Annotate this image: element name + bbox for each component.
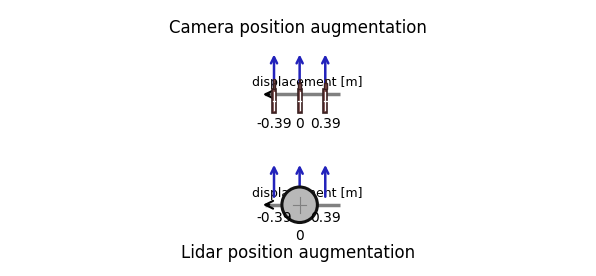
Text: -0.39: -0.39 bbox=[256, 211, 292, 225]
Text: Lidar position augmentation: Lidar position augmentation bbox=[181, 244, 415, 262]
Bar bbox=[273, 83, 275, 89]
Text: 0.39: 0.39 bbox=[310, 117, 341, 131]
Bar bbox=[297, 89, 302, 113]
Circle shape bbox=[282, 187, 318, 222]
Bar bbox=[299, 83, 301, 89]
Text: Camera position augmentation: Camera position augmentation bbox=[169, 19, 427, 37]
Bar bbox=[299, 79, 300, 83]
Text: displacement [m]: displacement [m] bbox=[252, 76, 362, 89]
Text: 0: 0 bbox=[295, 229, 304, 243]
Text: displacement [m]: displacement [m] bbox=[252, 187, 362, 200]
Text: 0: 0 bbox=[295, 117, 304, 131]
Bar bbox=[272, 89, 276, 113]
Bar bbox=[274, 79, 275, 83]
Text: 0.39: 0.39 bbox=[310, 211, 341, 225]
Bar bbox=[324, 83, 327, 89]
Text: -0.39: -0.39 bbox=[256, 117, 292, 131]
Bar bbox=[325, 79, 326, 83]
Bar bbox=[323, 89, 327, 113]
